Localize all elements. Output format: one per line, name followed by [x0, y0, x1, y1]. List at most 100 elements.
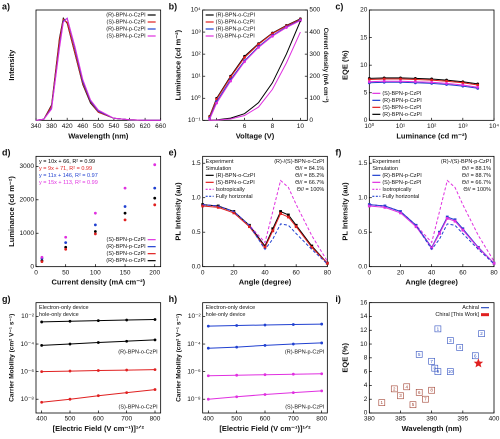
- data-point: [478, 330, 485, 337]
- data-point: [447, 337, 454, 344]
- series-line: [369, 204, 495, 264]
- x-tick-label: 50: [62, 269, 70, 276]
- data-point: [298, 19, 302, 23]
- panel-label: i): [335, 294, 341, 304]
- series-line: [369, 80, 478, 88]
- y-tick-label: 10³: [191, 29, 201, 36]
- data-point: [456, 344, 464, 351]
- data-point: [414, 225, 418, 229]
- y-tick-label: 3000: [20, 163, 35, 170]
- x-tick-label: 200: [149, 269, 160, 276]
- legend-label: Fully horizontal: [216, 194, 253, 200]
- x-tick-label: 0: [34, 269, 38, 276]
- data-point: [93, 223, 97, 227]
- data-point: [399, 77, 402, 81]
- annotation: hole-only device: [206, 312, 246, 318]
- data-point: [257, 42, 260, 46]
- x-tick-label: 800: [316, 416, 327, 423]
- y2-tick-label: 300: [309, 51, 320, 58]
- data-point: [453, 219, 457, 223]
- data-point: [413, 80, 417, 84]
- annotation: Θ// = 66.7%: [462, 180, 491, 186]
- x-tick-label: 540: [108, 123, 119, 130]
- x-tick-label: 385: [395, 416, 406, 423]
- x-tick-label: 395: [457, 416, 468, 423]
- y-tick-label: 10⁻⁶: [21, 368, 35, 375]
- legend-label: (S)-BPN-p-CzPI: [107, 33, 147, 39]
- x-tick-label: 20: [230, 269, 238, 276]
- data-point: [286, 213, 290, 217]
- data-point: [445, 79, 448, 83]
- x-tick-label: 800: [150, 416, 161, 423]
- annotation: y = 9x + 71, R² = 0.99: [39, 166, 92, 172]
- data-point: [206, 397, 210, 401]
- legend-label: (S)-BPN-o-CzPI: [107, 19, 147, 25]
- x-tick-label: 4: [215, 123, 219, 130]
- data-point: [40, 343, 44, 347]
- data-point: [216, 205, 220, 209]
- data-point: [291, 323, 295, 326]
- annotation: (R)-BPN-p-CzPI: [285, 349, 325, 355]
- y-tick-label: 0: [364, 117, 368, 124]
- x-tick-label: 10⁴: [489, 123, 499, 130]
- y-axis-label: PL Intensity (au): [340, 182, 349, 241]
- data-point: [434, 368, 442, 375]
- series-line: [209, 19, 301, 119]
- annotation: Θ// = 88.1%: [462, 166, 491, 172]
- data-point: [40, 400, 44, 404]
- data-point: [428, 386, 435, 394]
- x-tick-label: 660: [155, 123, 166, 130]
- data-point: [96, 319, 100, 323]
- annotation: Θ// = 85.2%: [295, 173, 324, 179]
- legend-label: Isotropically: [382, 187, 411, 193]
- data-point: [325, 261, 329, 265]
- x-tick-label: 380: [364, 416, 375, 423]
- data-point: [473, 358, 484, 368]
- annotation: y = 15x + 113, R² = 0.99: [39, 180, 98, 186]
- legend-label: Achiral: [462, 305, 479, 311]
- data-point: [383, 205, 387, 209]
- y-tick-label: 5: [364, 89, 368, 96]
- x-tick-label: 700: [121, 416, 132, 423]
- y-axis-label: PL Intensity (au): [174, 182, 183, 241]
- legend-label: Isotropically: [216, 187, 245, 193]
- y-tick-label: 10: [360, 341, 368, 348]
- data-point: [447, 368, 454, 375]
- series-line: [35, 17, 161, 121]
- data-point: [153, 368, 157, 372]
- x-tick-label: 400: [36, 416, 47, 423]
- annotation: hole-only device: [39, 312, 79, 318]
- legend-label: (S)-BPN-p-CzPI: [216, 33, 256, 39]
- y-tick-label: 10⁰: [191, 94, 201, 102]
- series-line: [202, 204, 328, 264]
- y-axis-label: Intensity: [7, 49, 16, 81]
- data-point: [125, 339, 129, 343]
- point-label: 7: [430, 359, 433, 364]
- y-tick-label: 0.5: [192, 229, 201, 236]
- y-tick-label: 16: [360, 299, 368, 306]
- data-point: [235, 395, 239, 399]
- data-point: [263, 393, 267, 396]
- legend-label: (R)-BPN-p-CzPI: [106, 26, 146, 32]
- point-label: 1: [437, 326, 440, 331]
- y-tick-label: 1.5: [358, 160, 367, 167]
- annotation: Θ// = 100%: [463, 187, 491, 193]
- series-line: [209, 31, 301, 121]
- data-point: [430, 78, 434, 82]
- y-tick-label: 1.0: [192, 194, 201, 201]
- point-label: 8: [430, 388, 433, 393]
- data-point: [279, 212, 282, 215]
- y-tick-label: 6: [364, 368, 368, 375]
- legend-label: (S)-BPN-o-CzPI: [382, 105, 422, 111]
- y-tick-label: 10⁴: [191, 7, 201, 14]
- data-point: [125, 318, 129, 322]
- data-point: [367, 78, 371, 81]
- x-tick-label: 500: [65, 416, 76, 423]
- data-point: [390, 385, 398, 393]
- data-point: [430, 246, 434, 250]
- data-point: [123, 205, 127, 208]
- data-point: [263, 323, 267, 327]
- data-point: [153, 388, 157, 391]
- data-point: [263, 245, 267, 249]
- annotation: (S)-BPN-p-CzPI: [285, 404, 325, 410]
